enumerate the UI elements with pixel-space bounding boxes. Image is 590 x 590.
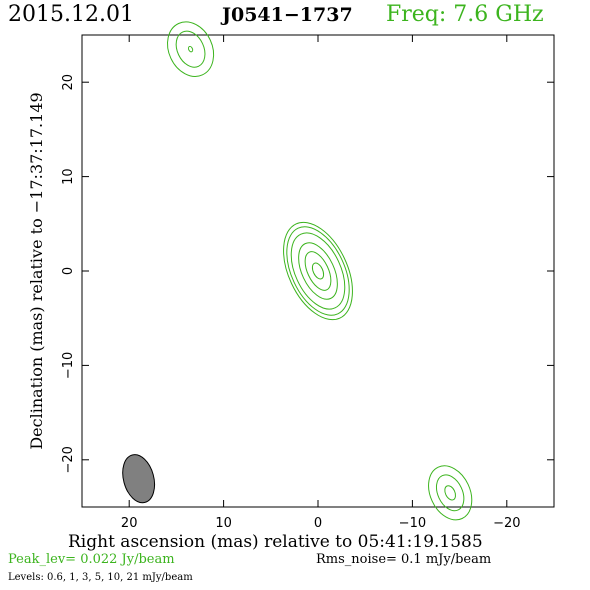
beam-ellipse — [122, 454, 156, 504]
y-tick-label: −10 — [61, 352, 76, 379]
x-tick-label: 10 — [215, 516, 232, 531]
contour-levels: Levels: 0.6, 1, 3, 5, 10, 21 mJy/beam — [8, 572, 193, 583]
contour-line — [283, 221, 353, 321]
contour-line — [167, 21, 215, 77]
y-tick-label: 10 — [61, 168, 76, 185]
observation-date: 2015.12.01 — [8, 2, 134, 27]
peak-level: Peak_lev= 0.022 Jy/beam — [8, 552, 175, 567]
contour-line — [428, 465, 473, 521]
contour-line — [435, 474, 465, 512]
contour-line — [175, 30, 206, 68]
contour-line — [304, 251, 332, 291]
contour-line — [298, 242, 338, 300]
y-axis-label: Declination (mas) relative to −17:37:17.… — [27, 92, 46, 449]
y-tick-label: 0 — [61, 267, 76, 275]
beam-layer — [122, 454, 156, 504]
contour-line — [290, 232, 346, 310]
x-tick-label: 20 — [121, 516, 138, 531]
rms-noise: Rms_noise= 0.1 mJy/beam — [316, 552, 492, 567]
x-tick-label: −10 — [399, 516, 426, 531]
plot-frame — [81, 34, 555, 508]
contour-line — [187, 45, 194, 53]
x-tick-label: 0 — [314, 516, 322, 531]
contour-layer — [167, 21, 473, 521]
y-tick-label: −20 — [61, 446, 76, 473]
y-tick-label: 20 — [61, 74, 76, 91]
x-tick-label: −20 — [493, 516, 520, 531]
contour-line — [444, 485, 456, 501]
axis-ticks: 20 10 0 −10 −20 20 10 0 −10 −20 — [61, 35, 554, 531]
source-name: J0541−1737 — [222, 4, 353, 26]
x-axis-label: Right ascension (mas) relative to 05:41:… — [68, 532, 483, 552]
contour-line — [286, 226, 350, 316]
frequency-label: Freq: 7.6 GHz — [386, 2, 544, 27]
contour-line — [311, 262, 325, 280]
